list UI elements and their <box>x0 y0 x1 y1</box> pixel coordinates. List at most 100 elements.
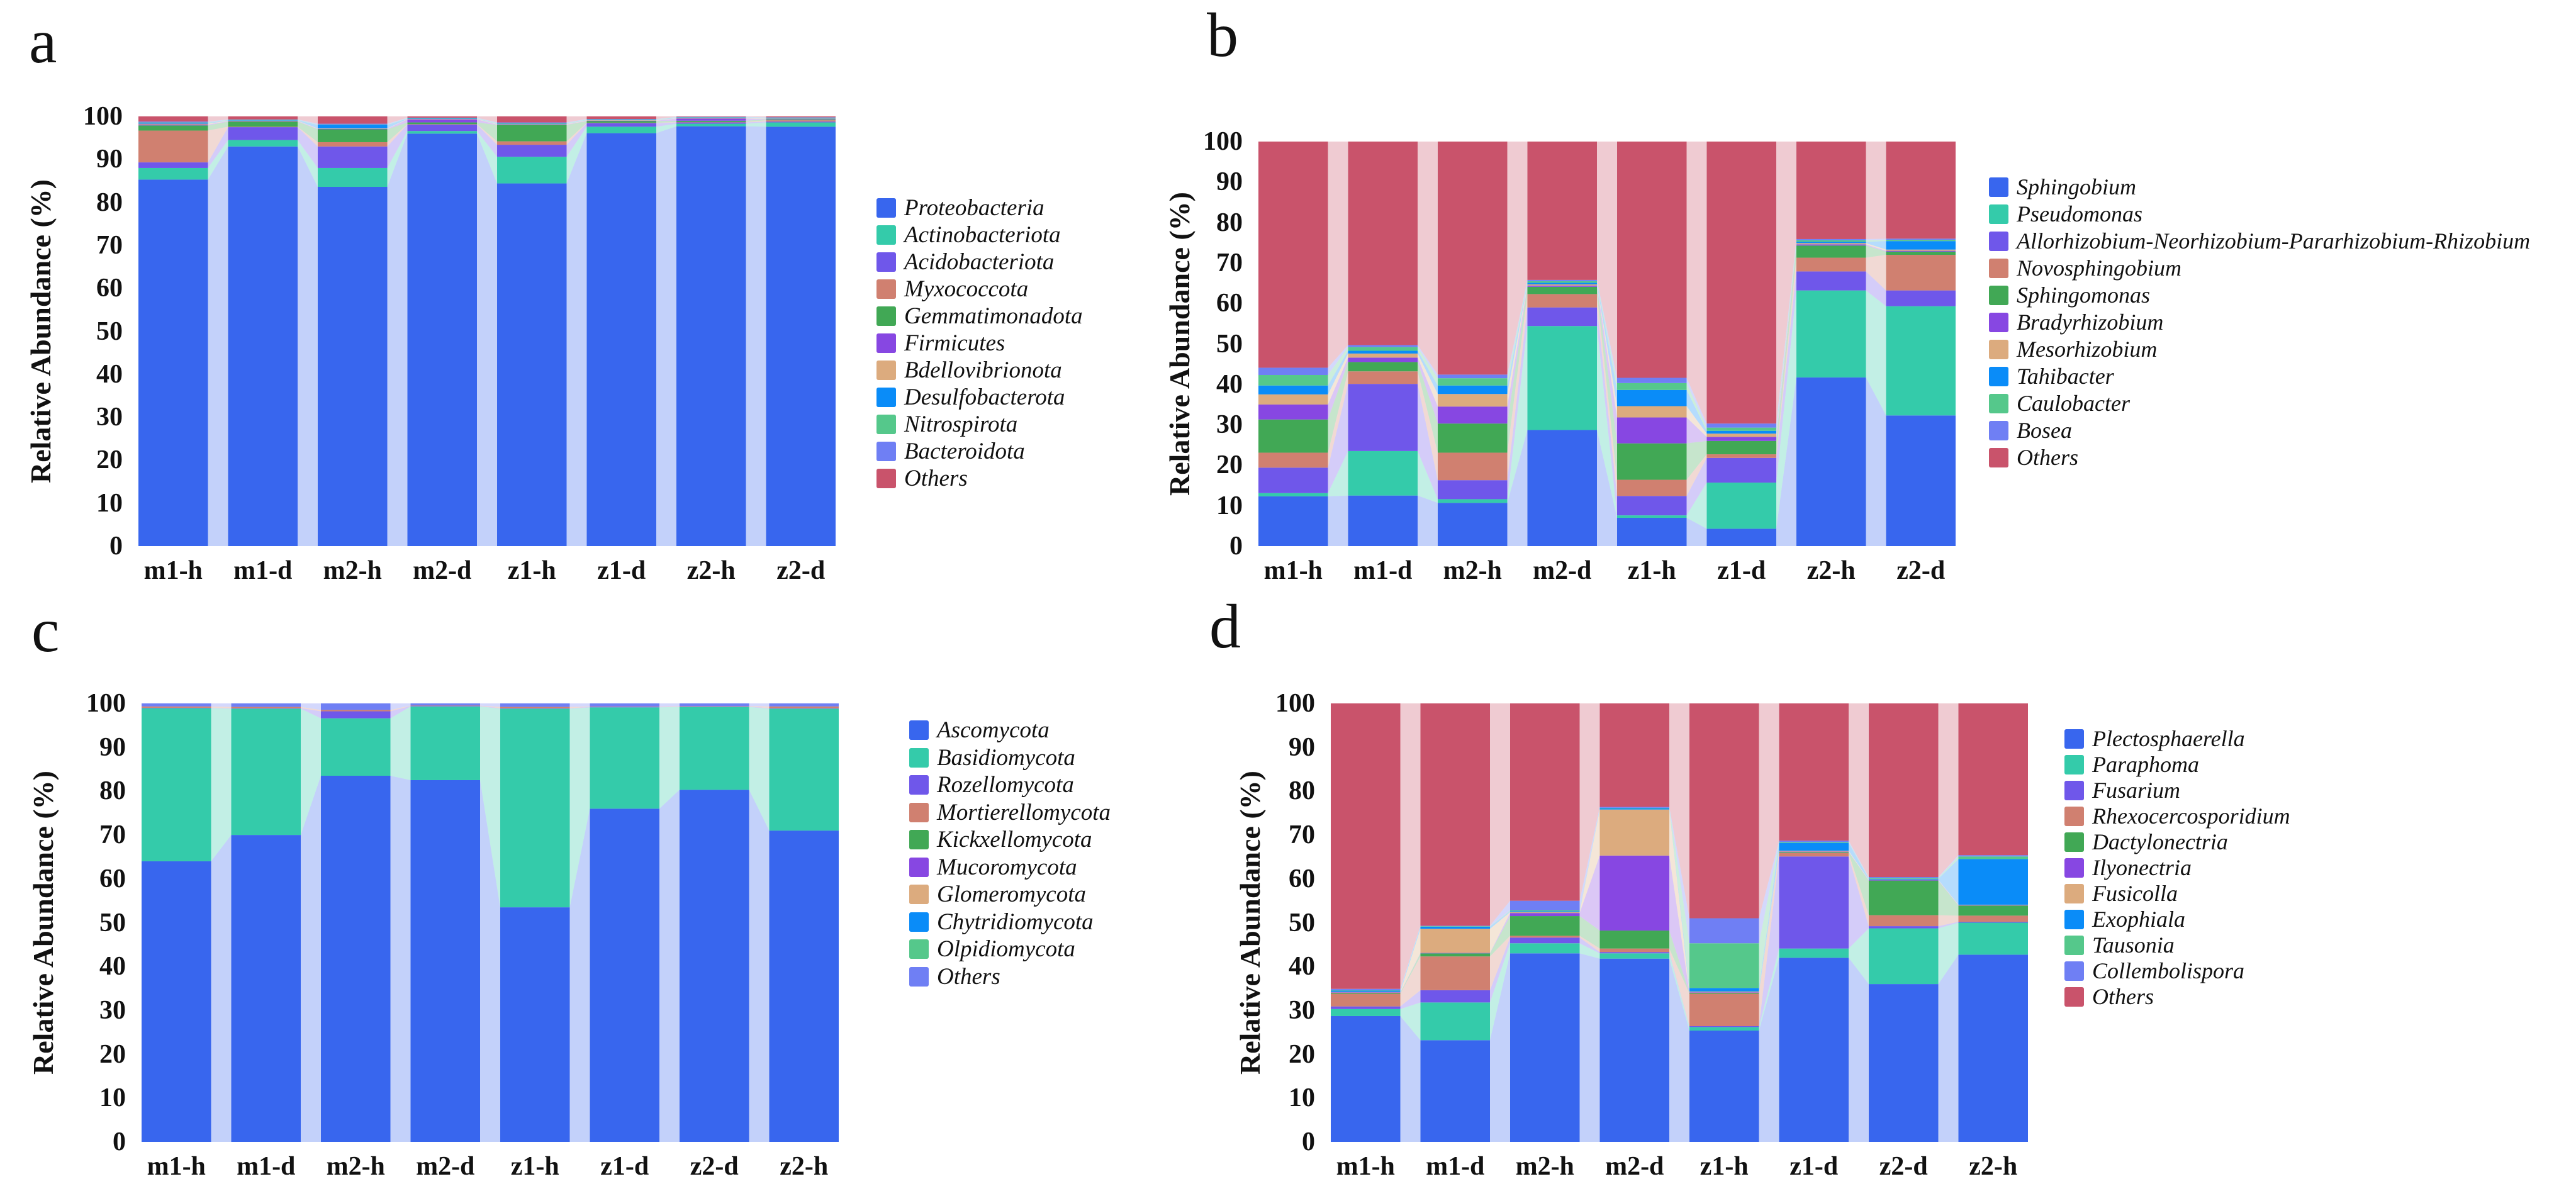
flow-ribbon <box>1849 703 1869 878</box>
legend-swatch-icon <box>909 966 929 987</box>
legend-item: Novosphingobium <box>1989 257 2181 279</box>
flow-ribbon <box>1938 856 1959 879</box>
flow-ribbon <box>1328 353 1348 405</box>
bar-segment <box>1958 859 2028 905</box>
flow-ribbon <box>566 119 587 124</box>
flow-ribbon <box>477 133 497 546</box>
flow-ribbon <box>387 124 408 147</box>
flow-ribbon <box>1776 243 1796 437</box>
legend-item: Pseudomonas <box>1989 203 2142 225</box>
flow-ribbon <box>1776 257 1796 458</box>
flow-ribbon <box>480 703 500 707</box>
flow-ribbon <box>746 121 766 124</box>
flow-ribbon <box>298 127 318 168</box>
bar-segment <box>1779 851 1849 853</box>
flow-ribbon <box>1849 928 1869 985</box>
flow-ribbon <box>1490 943 1510 1041</box>
panel-c-chart <box>142 703 839 1142</box>
bar-segment <box>318 128 388 130</box>
flow-ribbon <box>477 122 497 142</box>
bar-segment <box>231 708 301 709</box>
flow-ribbon <box>746 117 766 118</box>
legend-item: Tausonia <box>2064 934 2175 956</box>
legend-label: Proteobacteria <box>904 195 1044 221</box>
legend-label: Rhexocercosporidium <box>2092 803 2290 829</box>
legend-swatch-icon <box>1989 393 2008 413</box>
flow-ribbon <box>1418 350 1438 394</box>
bar-segment <box>410 706 480 780</box>
flow-ribbon <box>749 706 770 709</box>
bar-segment <box>590 707 659 809</box>
flow-ribbon <box>749 790 770 1142</box>
legend-label: Mucoromycota <box>937 854 1077 880</box>
bar-segment <box>586 133 656 547</box>
bar-segment <box>407 119 477 123</box>
flow-ribbon <box>1400 926 1421 992</box>
legend-item: Bdellovibrionota <box>876 359 1062 382</box>
flow-ribbon <box>1328 357 1348 420</box>
y-tick-label: 40 <box>1289 952 1315 981</box>
legend-label: Bdellovibrionota <box>904 357 1062 383</box>
legend-item: Chytridiomycota <box>909 910 1094 934</box>
flow-ribbon <box>1579 808 1600 912</box>
panel-c-y-axis-title: Relative Abundance (%) <box>27 771 59 1075</box>
y-tick-label: 90 <box>1289 732 1315 762</box>
flow-ribbon <box>1669 953 1689 1031</box>
bar-segment <box>410 705 480 707</box>
flow-ribbon <box>1579 953 1600 1142</box>
flow-ribbon <box>1400 926 1421 991</box>
legend-swatch-icon <box>876 279 896 299</box>
bar-segment <box>1438 406 1508 424</box>
flow-ribbon <box>387 118 408 125</box>
bar-segment <box>1331 988 1401 990</box>
flow-ribbon <box>1849 958 1869 1142</box>
bar-segment <box>1599 958 1669 1142</box>
flow-ribbon <box>1418 142 1438 375</box>
flow-ribbon <box>1418 345 1438 379</box>
flow-ribbon <box>298 121 318 130</box>
bar-segment <box>1510 953 1580 1142</box>
legend-item: Collembolispora <box>2064 959 2244 982</box>
flow-ribbon <box>390 705 411 712</box>
legend-swatch-icon <box>1989 312 2008 332</box>
flow-ribbon <box>1759 851 1779 993</box>
flow-ribbon <box>208 119 228 123</box>
bar-segment <box>228 121 298 127</box>
flow-ribbon <box>1328 142 1348 368</box>
x-tick-label: m1-h <box>1263 556 1323 585</box>
bar-segment <box>1796 245 1866 258</box>
x-tick-label: z2-d <box>690 1152 739 1181</box>
bar-segment <box>1331 993 1401 1007</box>
bar-segment <box>1617 406 1687 418</box>
bar-segment <box>1958 855 2028 857</box>
flow-ribbon <box>1418 371 1438 481</box>
bar-segment <box>1331 992 1401 993</box>
bar-segment <box>1958 856 2028 859</box>
bar-segment <box>407 118 477 120</box>
legend-swatch-icon <box>909 912 929 932</box>
flow-ribbon <box>1597 285 1617 444</box>
bar-segment <box>1348 450 1418 496</box>
bar-segment <box>1420 1002 1490 1041</box>
legend-swatch-icon <box>876 469 896 488</box>
bar-segment <box>1617 417 1687 444</box>
flow-ribbon <box>1866 240 1886 242</box>
bar-segment <box>1510 937 1580 944</box>
flow-ribbon <box>749 703 770 707</box>
legend-label: Chytridiomycota <box>937 909 1094 935</box>
x-tick-label: m2-h <box>1515 1152 1574 1181</box>
flow-ribbon <box>1938 954 1959 1142</box>
legend-label: Pseudomonas <box>2017 201 2142 226</box>
flow-ribbon <box>656 116 676 120</box>
y-tick-label: 20 <box>96 445 123 475</box>
bar-segment <box>1886 249 1956 251</box>
flow-ribbon <box>298 121 318 142</box>
legend-label: Actinobacteriota <box>904 222 1061 248</box>
bar-segment <box>1331 990 1401 991</box>
legend-swatch-icon <box>909 775 929 795</box>
bar-segment <box>676 118 746 121</box>
flow-ribbon <box>387 118 408 125</box>
legend-swatch-icon <box>909 747 929 768</box>
bar-segment <box>318 187 388 547</box>
